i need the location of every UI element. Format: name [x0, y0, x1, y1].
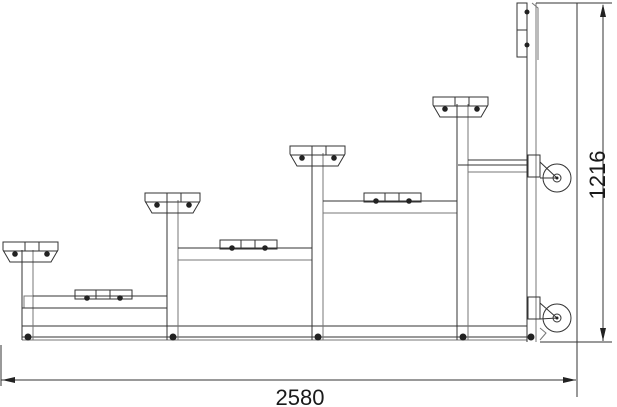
- upper-wheel: [527, 154, 572, 193]
- height-dimension-label: 1216: [585, 151, 610, 200]
- footrest: [219, 239, 278, 251]
- foot-bolt: [314, 333, 322, 341]
- footrest-bolt: [373, 198, 379, 204]
- footrest: [74, 289, 133, 301]
- seats: [2, 96, 489, 263]
- seat-bolt: [186, 202, 192, 208]
- seat-shell: [2, 241, 59, 263]
- foot-bolt: [527, 333, 535, 341]
- seat-bolt: [442, 106, 448, 112]
- platform-beam: [177, 247, 313, 261]
- length-dimension: 2580: [0, 3, 578, 407]
- seat: [144, 192, 201, 214]
- foot-bolt: [169, 333, 177, 341]
- platform-beam: [322, 200, 458, 214]
- seat: [2, 241, 59, 263]
- lower-wheel: [527, 296, 572, 341]
- footrest-bolt: [229, 245, 235, 251]
- seat-shell: [289, 145, 346, 167]
- seat-shell: [432, 96, 489, 118]
- seat-bolt: [331, 155, 337, 161]
- foot-bolt: [24, 333, 32, 341]
- footrest-bolt: [117, 295, 123, 301]
- length-dimension-label: 2580: [276, 385, 325, 407]
- seat-bolt: [154, 202, 160, 208]
- footrests: [74, 192, 422, 301]
- height-dimension: 1216: [536, 2, 612, 343]
- platform-beam: [467, 159, 528, 173]
- seat-shell: [144, 192, 201, 214]
- footrest-bolt: [84, 295, 90, 301]
- foot-bolt: [459, 333, 467, 341]
- footrest-bolt: [262, 245, 268, 251]
- footrest-board: [74, 289, 133, 300]
- footrest-board: [363, 192, 422, 203]
- footrest: [363, 192, 422, 204]
- seat-bolt: [44, 251, 50, 257]
- seat: [289, 145, 346, 167]
- seat-bolt: [299, 155, 305, 161]
- seat: [432, 96, 489, 118]
- frame: [21, 104, 535, 341]
- footrest-board: [219, 239, 278, 250]
- seat-bolt: [12, 251, 18, 257]
- seat-bolt: [474, 106, 480, 112]
- footrest-bolt: [406, 198, 412, 204]
- rear-post: [516, 2, 539, 342]
